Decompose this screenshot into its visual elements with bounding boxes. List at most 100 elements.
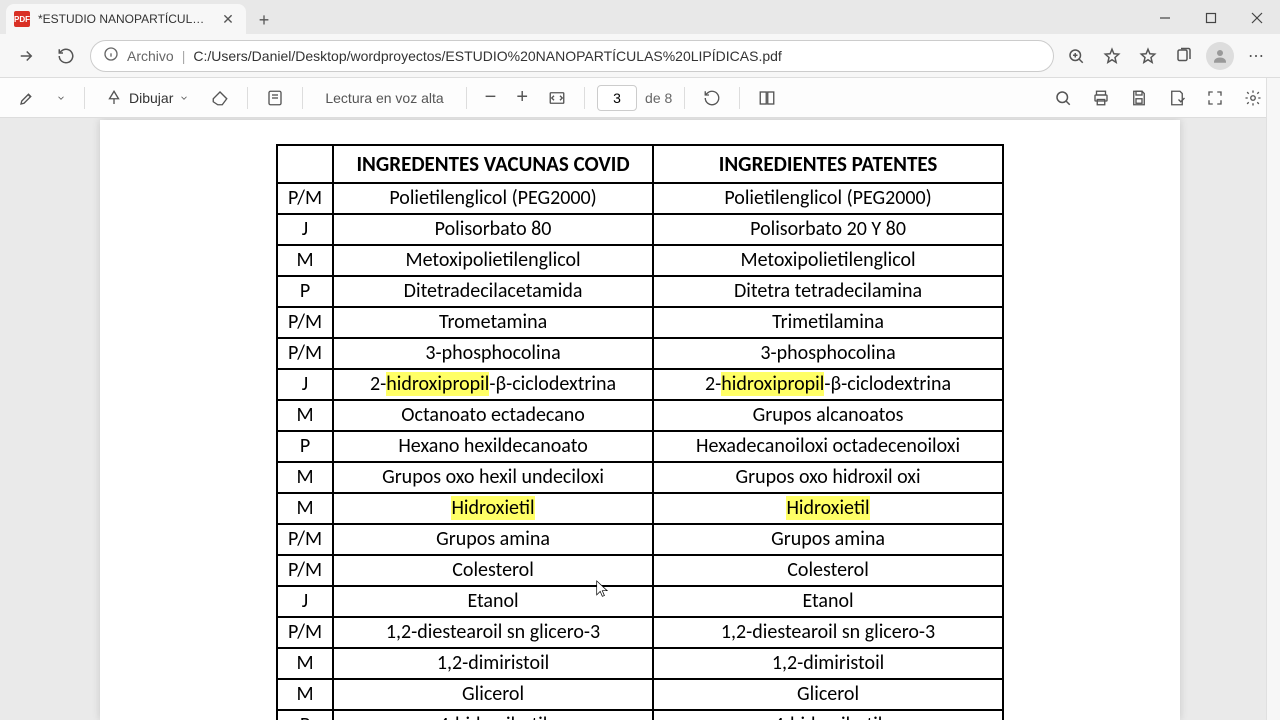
ingredients-table: INGREDENTES VACUNAS COVIDINGREDIENTES PA…	[276, 144, 1004, 720]
table-header-vaccines: INGREDENTES VACUNAS COVID	[333, 145, 653, 183]
table-cell-text: Hexadecanoiloxi octadecenoiloxi	[696, 434, 960, 458]
table-row: JEtanolEtanol	[277, 586, 1003, 617]
table-cell-text: Colesterol	[452, 558, 534, 582]
erase-tool-button[interactable]	[205, 83, 235, 113]
find-button[interactable]	[1048, 83, 1078, 113]
zoom-icon[interactable]	[1062, 42, 1090, 70]
page-total-label: de 8	[645, 90, 672, 106]
table-cell-patent: Glicerol	[653, 679, 1003, 710]
table-cell-patent: 1,2-dimiristoil	[653, 648, 1003, 679]
table-cell-text: Hexano hexildecanoato	[398, 434, 587, 458]
more-menu-button[interactable]: ⋯	[1242, 42, 1270, 70]
table-cell-text: Polietilenglicol (PEG2000)	[389, 186, 596, 210]
window-controls	[1142, 2, 1280, 34]
toc-button[interactable]	[260, 83, 290, 113]
toolbar-separator	[247, 87, 248, 109]
table-row: JPolisorbato 80Polisorbato 20 Y 80	[277, 214, 1003, 245]
table-cell-code: M	[277, 679, 333, 710]
table-cell-patent: Grupos oxo hidroxil oxi	[653, 462, 1003, 493]
fit-page-button[interactable]	[542, 83, 572, 113]
table-cell-text: 2-	[705, 372, 721, 396]
table-cell-text: Glicerol	[462, 682, 524, 706]
save-button[interactable]	[1124, 83, 1154, 113]
tab-title: *ESTUDIO NANOPARTÍCULAS LIP	[38, 12, 212, 26]
table-cell-patent: Grupos amina	[653, 524, 1003, 555]
table-cell-patent: 3-phosphocolina	[653, 338, 1003, 369]
table-cell-text: 4-hidroxibutil	[439, 713, 548, 720]
browser-tab[interactable]: PDF *ESTUDIO NANOPARTÍCULAS LIP ✕	[6, 4, 246, 34]
close-window-button[interactable]	[1234, 2, 1280, 34]
favorites-icon[interactable]	[1134, 42, 1162, 70]
table-cell-text: Etanol	[802, 589, 853, 613]
table-cell-vaccine: Etanol	[333, 586, 653, 617]
print-button[interactable]	[1086, 83, 1116, 113]
table-cell-vaccine: Hexano hexildecanoato	[333, 431, 653, 462]
site-info-icon[interactable]	[103, 46, 119, 65]
save-as-button[interactable]	[1162, 83, 1192, 113]
table-cell-code: J	[277, 369, 333, 400]
table-cell-code: P	[277, 431, 333, 462]
reload-button[interactable]	[50, 40, 82, 72]
toolbar-separator	[739, 87, 740, 109]
table-cell-vaccine: Octanoato ectadecano	[333, 400, 653, 431]
maximize-button[interactable]	[1188, 2, 1234, 34]
table-cell-patent: Colesterol	[653, 555, 1003, 586]
table-cell-patent: Metoxipolietilenglicol	[653, 245, 1003, 276]
table-cell-text: Glicerol	[797, 682, 859, 706]
table-cell-vaccine: 4-hidroxibutil	[333, 710, 653, 720]
pdf-toolbar: Dibujar Lectura en voz alta − + de 8	[0, 78, 1280, 118]
table-row: MHidroxietilHidroxietil	[277, 493, 1003, 524]
read-aloud-button[interactable]: Lectura en voz alta	[315, 83, 453, 113]
url-input[interactable]: Archivo | C:/Users/Daniel/Desktop/wordpr…	[90, 40, 1054, 72]
table-row: P/MColesterolColesterol	[277, 555, 1003, 586]
table-cell-vaccine: 1,2-diestearoil sn glicero-3	[333, 617, 653, 648]
highlight-dropdown[interactable]	[50, 83, 72, 113]
settings-button[interactable]	[1238, 83, 1268, 113]
forward-button[interactable]	[10, 40, 42, 72]
table-cell-text: 1,2-dimiristoil	[772, 651, 884, 675]
read-aloud-label: Lectura en voz alta	[325, 90, 443, 106]
draw-tool-button[interactable]: Dibujar	[97, 89, 197, 107]
favorite-star-plus-icon[interactable]	[1098, 42, 1126, 70]
table-cell-patent: Ditetra tetradecilamina	[653, 276, 1003, 307]
table-cell-code: P/M	[277, 183, 333, 214]
table-cell-vaccine: Ditetradecilacetamida	[333, 276, 653, 307]
table-cell-patent: Polietilenglicol (PEG2000)	[653, 183, 1003, 214]
zoom-out-button[interactable]: −	[479, 83, 503, 113]
table-cell-patent: 2-hidroxipropil-β-ciclodextrina	[653, 369, 1003, 400]
table-row: PDitetradecilacetamidaDitetra tetradecil…	[277, 276, 1003, 307]
page-view-button[interactable]	[752, 83, 782, 113]
table-cell-text: Ditetra tetradecilamina	[734, 279, 922, 303]
profile-avatar[interactable]	[1206, 42, 1234, 70]
table-cell-patent: 4-hidroxibutil	[653, 710, 1003, 720]
pdf-viewport[interactable]: INGREDENTES VACUNAS COVIDINGREDIENTES PA…	[0, 118, 1280, 720]
table-cell-code: P	[277, 710, 333, 720]
pdf-file-icon: PDF	[14, 11, 30, 27]
table-cell-vaccine: 1,2-dimiristoil	[333, 648, 653, 679]
highlight-tool-button[interactable]	[12, 83, 42, 113]
table-cell-text: Metoxipolietilenglicol	[740, 248, 915, 272]
rotate-button[interactable]	[697, 83, 727, 113]
table-cell-text: Trometamina	[439, 310, 547, 334]
collections-icon[interactable]	[1170, 42, 1198, 70]
close-tab-button[interactable]: ✕	[220, 11, 236, 27]
table-cell-vaccine: Polietilenglicol (PEG2000)	[333, 183, 653, 214]
page-number-input[interactable]	[597, 85, 637, 111]
table-row: M Glicerol Glicerol	[277, 679, 1003, 710]
zoom-in-button[interactable]: +	[510, 83, 534, 113]
table-cell-text: Hidroxietil	[451, 496, 534, 520]
table-cell-vaccine: 2-hidroxipropil-β-ciclodextrina	[333, 369, 653, 400]
minimize-button[interactable]	[1142, 2, 1188, 34]
table-cell-vaccine: Grupos amina	[333, 524, 653, 555]
table-row: MMetoxipolietilenglicolMetoxipolietileng…	[277, 245, 1003, 276]
table-cell-text: Grupos amina	[771, 527, 885, 551]
table-cell-text: Polisorbato 20 Y 80	[750, 217, 906, 241]
table-cell-code: P/M	[277, 338, 333, 369]
new-tab-button[interactable]: +	[250, 6, 278, 34]
fullscreen-button[interactable]	[1200, 83, 1230, 113]
table-cell-text: Metoxipolietilenglicol	[405, 248, 580, 272]
table-cell-text: Trimetilamina	[772, 310, 884, 334]
address-bar: Archivo | C:/Users/Daniel/Desktop/wordpr…	[0, 34, 1280, 78]
table-cell-patent: Polisorbato 20 Y 80	[653, 214, 1003, 245]
table-cell-text: Grupos oxo hexil undeciloxi	[382, 465, 604, 489]
